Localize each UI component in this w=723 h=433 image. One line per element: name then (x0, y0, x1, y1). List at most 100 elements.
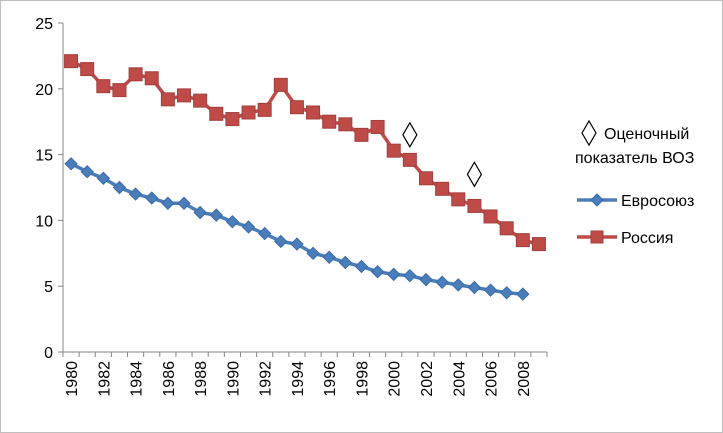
data-point (306, 105, 321, 120)
legend-eu-marker (590, 193, 604, 207)
y-tick-label: 5 (44, 279, 53, 296)
x-tick-label: 1980 (64, 361, 81, 397)
data-point (386, 143, 401, 158)
data-point (516, 287, 530, 301)
legend-who-marker (581, 119, 597, 147)
data-point (483, 209, 498, 224)
data-point (354, 259, 369, 274)
data-point (80, 62, 95, 77)
data-point (241, 220, 256, 234)
series-1 (64, 54, 546, 252)
data-point (289, 100, 304, 115)
x-tick-label: 1984 (129, 361, 146, 397)
data-point (144, 71, 159, 86)
series-line (70, 59, 540, 246)
data-point (193, 205, 207, 220)
x-tick-label: 2006 (484, 361, 501, 397)
y-tick-label: 15 (35, 148, 53, 165)
data-point (96, 171, 111, 185)
x-tick-label: 2000 (387, 361, 404, 397)
data-point (402, 121, 418, 149)
data-point (515, 233, 530, 248)
data-point (177, 196, 191, 210)
data-point (419, 171, 433, 186)
data-point (177, 88, 191, 103)
data-point (466, 161, 483, 188)
data-point (451, 278, 465, 292)
data-point (225, 112, 240, 127)
data-point (387, 267, 401, 282)
legend-ru-marker (590, 230, 604, 244)
data-point (225, 215, 240, 229)
data-point (306, 246, 320, 261)
data-point (499, 221, 514, 236)
y-tick-label: 10 (35, 213, 53, 230)
data-point (483, 283, 498, 297)
data-point (193, 93, 208, 108)
data-point (64, 157, 78, 171)
legend-eu-label: Евросоюз (621, 193, 694, 210)
data-point (145, 191, 159, 205)
series-layer (64, 54, 546, 301)
data-point (257, 102, 272, 117)
x-tick-label: 1988 (193, 361, 210, 397)
data-point (419, 272, 433, 287)
legend-who-label-line1: Оценочный (604, 126, 689, 143)
legend-ru-label: Россия (621, 230, 673, 247)
legend-who-label-line2: показатель ВОЗ (575, 150, 694, 167)
series-0 (64, 157, 530, 301)
y-tick-label: 0 (44, 345, 53, 362)
data-point (257, 226, 272, 241)
data-point (161, 196, 175, 210)
data-point (112, 83, 127, 98)
legend: Оценочный показатель ВОЗ Евросоюз Россия (575, 119, 694, 247)
data-point (403, 268, 417, 283)
data-point (354, 127, 369, 142)
y-tick-labels: 0 5 10 15 20 25 (35, 16, 63, 362)
data-point (435, 181, 450, 196)
x-tick-label: 1990 (225, 361, 242, 397)
data-point (370, 119, 385, 134)
y-tick-label: 25 (35, 16, 53, 33)
x-tick-label: 1986 (161, 361, 178, 397)
data-point (451, 192, 466, 207)
x-tick-label: 1982 (96, 361, 113, 397)
data-point (370, 265, 385, 279)
data-point (209, 208, 223, 222)
x-tick-label: 1996 (322, 361, 339, 397)
data-point (112, 180, 127, 195)
series-line (70, 162, 523, 296)
data-point (338, 255, 353, 270)
data-point (96, 79, 111, 94)
x-tick-label: 1992 (258, 361, 275, 397)
data-point (322, 114, 337, 129)
x-tick-label: 2004 (451, 361, 468, 397)
data-point (273, 77, 288, 92)
data-point (435, 275, 449, 289)
x-tick-label: 1998 (354, 361, 371, 397)
data-point (531, 237, 546, 252)
data-point (338, 117, 353, 132)
data-point (241, 105, 256, 120)
series-2 (402, 121, 483, 188)
x-tick-label: 2008 (516, 361, 533, 397)
x-tick-labels: 1980 1982 1984 1986 1988 1990 1992 1994 1996 1998… (62, 352, 548, 397)
x-tick-label: 2002 (419, 361, 436, 397)
data-point (128, 67, 143, 82)
y-tick-label: 20 (35, 82, 53, 99)
data-point (274, 234, 288, 249)
data-point (80, 165, 94, 179)
data-point (402, 152, 417, 167)
data-point (499, 286, 514, 300)
data-point (160, 92, 175, 107)
data-point (209, 106, 224, 121)
data-point (467, 198, 482, 213)
data-point (322, 250, 336, 264)
data-point (290, 237, 304, 251)
x-tick-label: 1994 (290, 361, 307, 397)
data-point (128, 187, 143, 201)
data-point (64, 54, 79, 69)
data-point (467, 280, 482, 295)
